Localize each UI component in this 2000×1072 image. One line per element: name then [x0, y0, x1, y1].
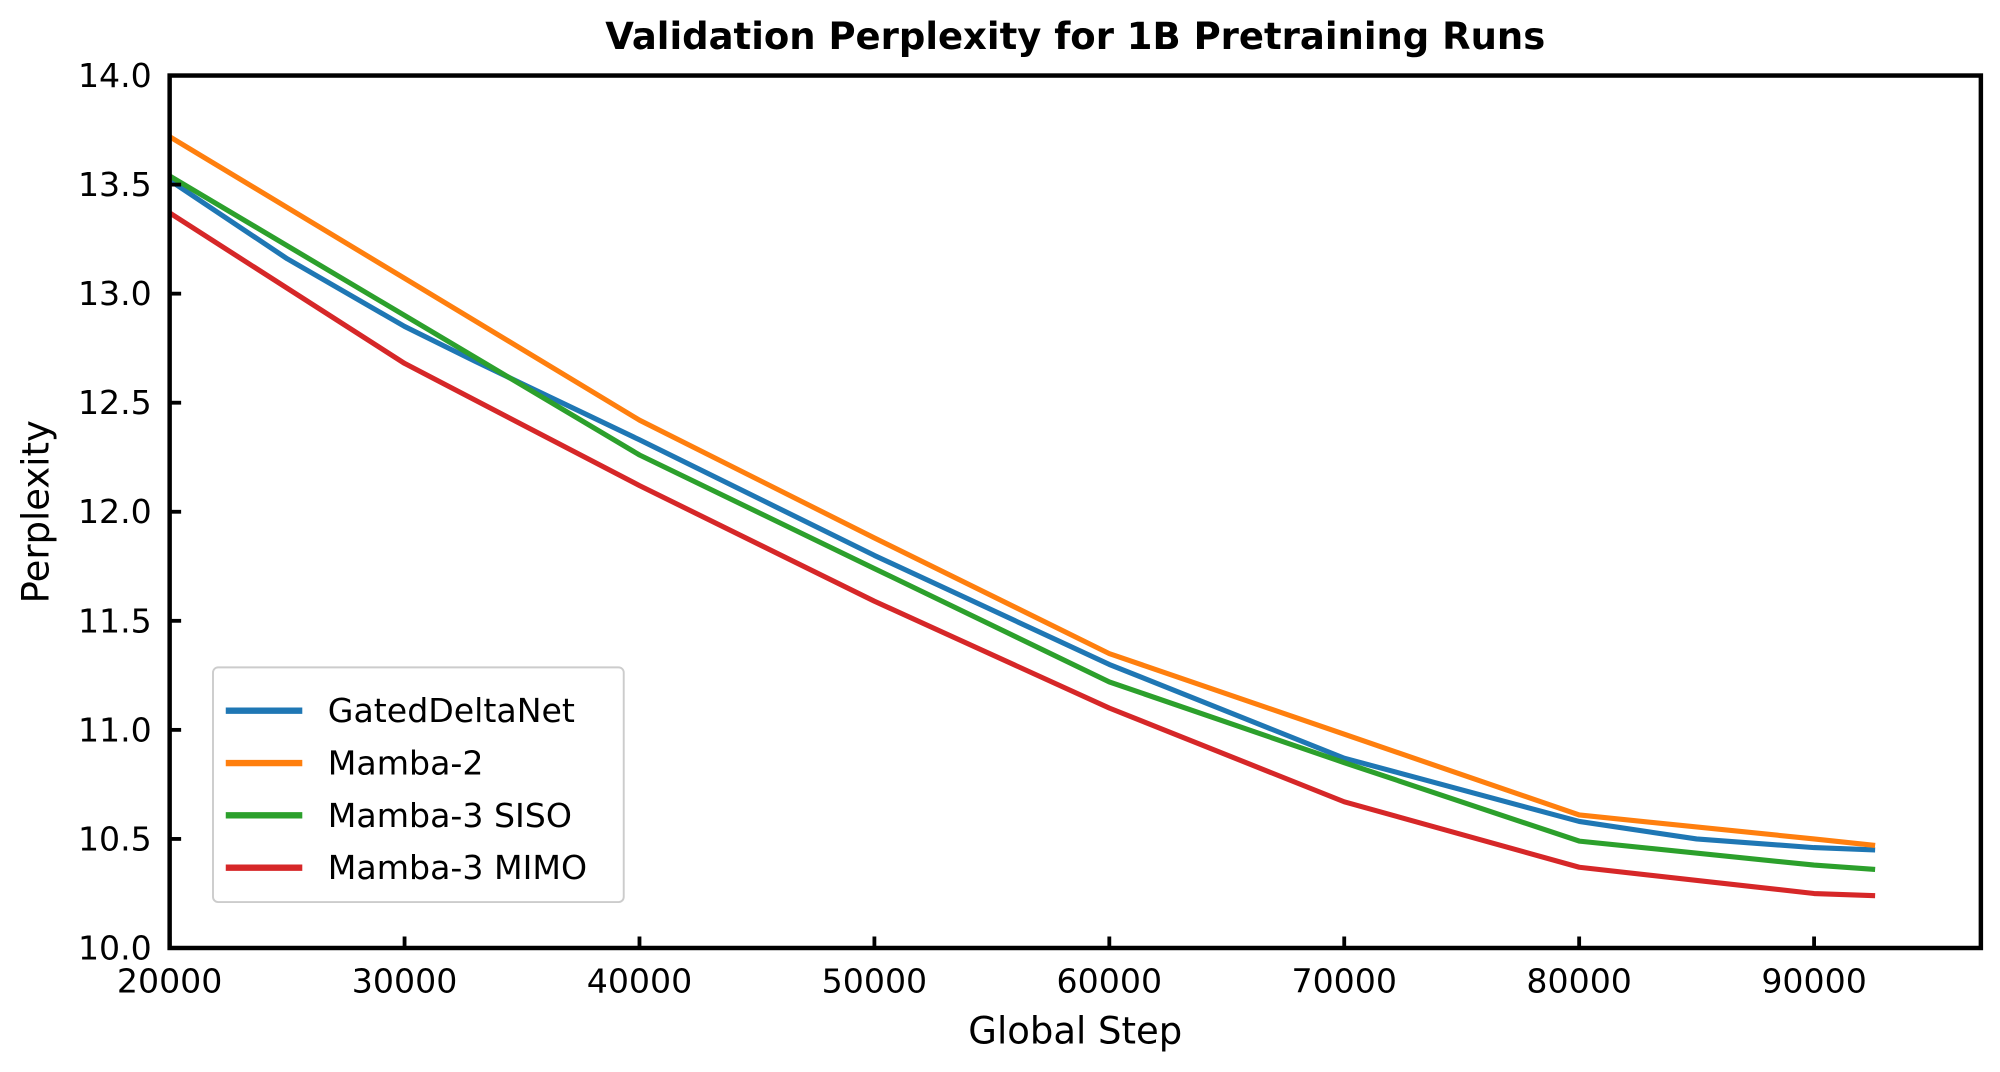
series-line-mamba-3-mimo — [168, 210, 1876, 899]
series-line-mamba-2 — [168, 134, 1876, 848]
x-tick-label: 90000 — [1761, 962, 1866, 1001]
y-axis: 10.0 10.5 11.0 11.5 12.0 12.5 13.0 13.5 14.0 — [78, 56, 182, 967]
x-tick-label: 50000 — [822, 962, 927, 1001]
series-lines — [168, 134, 1876, 899]
x-tick-label: 60000 — [1057, 962, 1162, 1001]
x-tick-label: 80000 — [1526, 962, 1631, 1001]
y-tick-label: 12.5 — [78, 383, 152, 422]
x-tick-label: 20000 — [117, 962, 222, 1001]
legend-label: Mamba-3 SISO — [328, 796, 572, 835]
series-line-mamba-3-siso — [168, 173, 1876, 872]
x-tick-label: 70000 — [1291, 962, 1396, 1001]
legend-label: Mamba-2 — [328, 744, 484, 783]
y-tick-label: 11.5 — [78, 601, 152, 640]
legend: GatedDeltaNet Mamba-2 Mamba-3 SISO Mamba-3 … — [212, 666, 625, 904]
x-tick-label: 40000 — [587, 962, 692, 1001]
legend-box — [212, 666, 625, 904]
chart-title: Validation Perplexity for 1B Pretraining… — [605, 15, 1545, 58]
y-tick-label: 11.0 — [78, 710, 152, 749]
y-axis-label: Perplexity — [14, 420, 57, 603]
legend-label: Mamba-3 MIMO — [328, 848, 587, 887]
y-tick-label: 13.0 — [78, 274, 152, 313]
y-tick-label: 12.0 — [78, 492, 152, 531]
x-axis-label: Global Step — [968, 1010, 1182, 1053]
legend-label: GatedDeltaNet — [328, 691, 575, 730]
x-axis: 20000 30000 40000 50000 60000 70000 80000 90000 — [117, 936, 1867, 1001]
y-tick-label: 10.0 — [78, 928, 152, 967]
y-tick-label: 10.5 — [78, 819, 152, 858]
x-tick-label: 30000 — [352, 962, 457, 1001]
y-tick-label: 14.0 — [78, 56, 152, 95]
series-line-gateddeltanet — [168, 178, 1876, 853]
y-tick-label: 13.5 — [78, 165, 152, 204]
